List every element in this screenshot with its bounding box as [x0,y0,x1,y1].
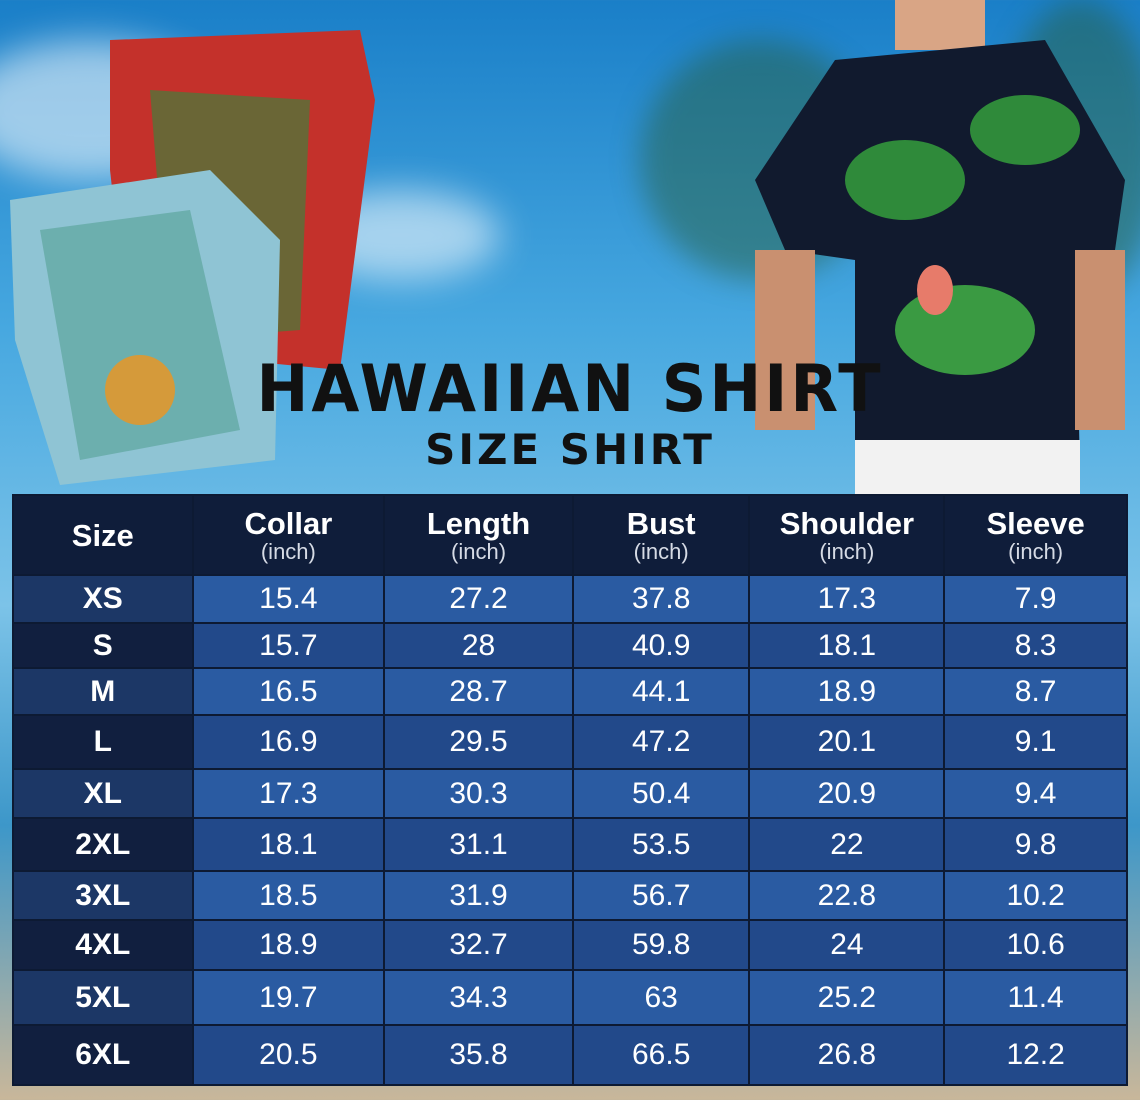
model-wearing-shirt-image [755,0,1125,495]
value-cell: 7.9 [945,576,1126,622]
value-cell: 35.8 [385,1026,572,1084]
value-cell: 11.4 [945,971,1126,1024]
size-cell: 4XL [14,921,192,969]
column-header-unit: (inch) [451,538,507,564]
value-cell: 18.5 [193,872,384,919]
column-header: Shoulder (inch) [750,496,944,574]
size-cell: XS [14,576,192,622]
value-cell: 17.3 [193,770,384,817]
page-title: HAWAIIAN SHIRT [256,350,884,427]
value-cell: 18.9 [193,921,384,969]
value-cell: 22.8 [750,872,944,919]
value-cell: 63 [573,971,749,1024]
column-header-unit: (inch) [819,538,875,564]
value-cell: 40.9 [573,624,749,667]
column-header-unit: (inch) [260,538,316,564]
table-row: XS 15.4 27.2 37.8 17.3 7.9 [14,576,1126,622]
table-row: 5XL 19.7 34.3 63 25.2 11.4 [14,971,1126,1024]
value-cell: 24 [750,921,944,969]
value-cell: 15.7 [193,624,384,667]
page-subtitle: SIZE SHIRT [425,425,715,474]
value-cell: 31.9 [385,872,572,919]
value-cell: 18.9 [750,669,944,714]
value-cell: 28 [385,624,572,667]
column-header-label: Sleeve [986,505,1085,541]
value-cell: 12.2 [945,1026,1126,1084]
size-cell: XL [14,770,192,817]
size-cell: 6XL [14,1026,192,1084]
value-cell: 16.5 [193,669,384,714]
column-header-label: Length [426,505,531,541]
value-cell: 30.3 [385,770,572,817]
value-cell: 37.8 [573,576,749,622]
value-cell: 9.8 [945,819,1126,870]
value-cell: 53.5 [573,819,749,870]
column-header-label: Size [71,517,134,553]
table-row: XL 17.3 30.3 50.4 20.9 9.4 [14,770,1126,817]
value-cell: 17.3 [750,576,944,622]
size-cell: M [14,669,192,714]
value-cell: 56.7 [573,872,749,919]
table-row: M 16.5 28.7 44.1 18.9 8.7 [14,669,1126,714]
column-header: Sleeve (inch) [945,496,1126,574]
size-cell: S [14,624,192,667]
value-cell: 28.7 [385,669,572,714]
value-cell: 8.3 [945,624,1126,667]
value-cell: 34.3 [385,971,572,1024]
column-header-label: Shoulder [779,505,915,541]
size-cell: 5XL [14,971,192,1024]
value-cell: 20.9 [750,770,944,817]
value-cell: 18.1 [193,819,384,870]
column-header-label: Bust [626,505,696,541]
value-cell: 9.4 [945,770,1126,817]
column-header-label: Collar [244,505,333,541]
value-cell: 19.7 [193,971,384,1024]
value-cell: 66.5 [573,1026,749,1084]
table-row: L 16.9 29.5 47.2 20.1 9.1 [14,716,1126,768]
value-cell: 9.1 [945,716,1126,768]
value-cell: 16.9 [193,716,384,768]
value-cell: 10.6 [945,921,1126,969]
value-cell: 44.1 [573,669,749,714]
size-cell: 3XL [14,872,192,919]
value-cell: 59.8 [573,921,749,969]
table-row: 4XL 18.9 32.7 59.8 24 10.6 [14,921,1126,969]
table-row: 2XL 18.1 31.1 53.5 22 9.8 [14,819,1126,870]
table-row: 3XL 18.5 31.9 56.7 22.8 10.2 [14,872,1126,919]
value-cell: 15.4 [193,576,384,622]
value-cell: 26.8 [750,1026,944,1084]
value-cell: 47.2 [573,716,749,768]
value-cell: 50.4 [573,770,749,817]
folded-shirts-image [10,30,375,485]
value-cell: 18.1 [750,624,944,667]
column-header-unit: (inch) [633,538,689,564]
table-row: S 15.7 28 40.9 18.1 8.3 [14,624,1126,667]
value-cell: 25.2 [750,971,944,1024]
size-chart-table: Size Collar (inch) Length (inch) Bust (inch) Sh… [12,494,1128,1086]
column-header-unit: (inch) [1008,538,1064,564]
column-header: Collar (inch) [193,496,384,574]
value-cell: 29.5 [385,716,572,768]
value-cell: 10.2 [945,872,1126,919]
value-cell: 27.2 [385,576,572,622]
column-header: Size [14,496,192,574]
size-cell: L [14,716,192,768]
value-cell: 32.7 [385,921,572,969]
value-cell: 20.5 [193,1026,384,1084]
size-cell: 2XL [14,819,192,870]
value-cell: 8.7 [945,669,1126,714]
table-row: 6XL 20.5 35.8 66.5 26.8 12.2 [14,1026,1126,1084]
value-cell: 31.1 [385,819,572,870]
value-cell: 20.1 [750,716,944,768]
column-header: Bust (inch) [573,496,749,574]
value-cell: 22 [750,819,944,870]
header-row: Size Collar (inch) Length (inch) Bust (inch) Sh… [14,496,1126,574]
column-header: Length (inch) [385,496,572,574]
